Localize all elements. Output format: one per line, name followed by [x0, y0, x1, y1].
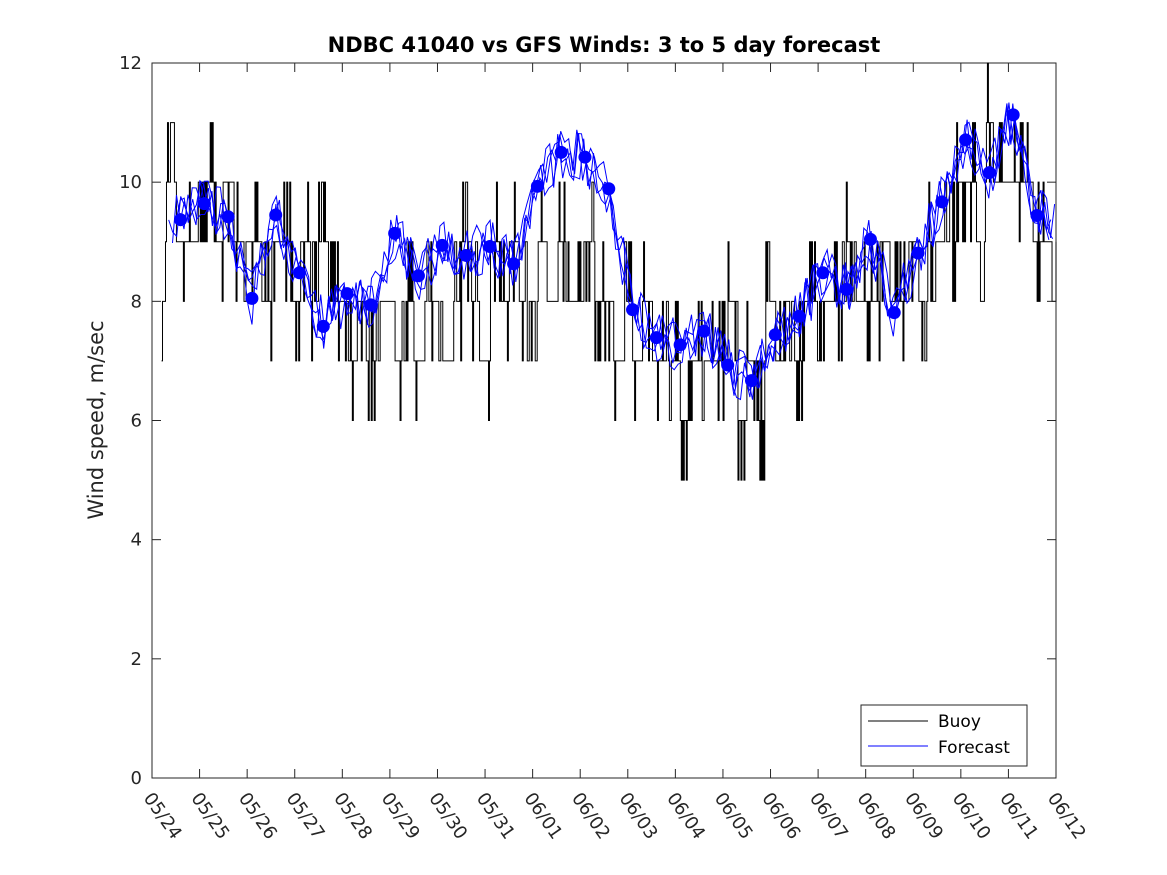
forecast-point: [292, 266, 306, 280]
forecast-point: [459, 248, 473, 262]
x-tick-label: 05/24: [139, 789, 186, 844]
forecast-point: [1030, 209, 1044, 223]
y-tick-label: 6: [131, 411, 142, 432]
y-tick-labels: 0 2 4 6 8 10 12: [119, 53, 142, 789]
x-tick-label: 06/11: [995, 789, 1042, 844]
forecast-point: [197, 197, 211, 211]
x-tick-label: 05/27: [282, 789, 329, 844]
forecast-point: [1006, 108, 1020, 122]
forecast-point: [935, 195, 949, 209]
y-tick-label: 8: [131, 291, 142, 312]
forecast-point: [768, 328, 782, 342]
forecast-point: [816, 266, 830, 280]
forecast-point: [982, 166, 996, 180]
x-tick-label: 05/26: [234, 789, 281, 844]
forecast-point: [887, 306, 901, 320]
chart-title: NDBC 41040 vs GFS Winds: 3 to 5 day fore…: [328, 33, 881, 57]
forecast-points: [174, 108, 1044, 388]
y-tick-label: 12: [119, 53, 142, 74]
y-tick-label: 2: [131, 649, 142, 670]
forecast-point: [435, 238, 449, 252]
x-tick-label: 06/09: [900, 789, 947, 844]
forecast-point: [245, 291, 259, 305]
buoy-line: [161, 62, 1057, 481]
plot-frame: [151, 62, 1057, 779]
x-tick-label: 06/06: [757, 789, 804, 844]
x-tick-label: 05/28: [329, 789, 376, 844]
forecast-point: [269, 208, 283, 222]
y-axis-label: Wind speed, m/sec: [84, 320, 108, 519]
legend-buoy-label: Buoy: [938, 712, 981, 732]
forecast-point: [483, 240, 497, 254]
forecast-point: [388, 226, 402, 240]
x-tick-label: 06/01: [520, 789, 567, 844]
x-tick-label: 06/07: [805, 789, 852, 844]
forecast-point: [959, 133, 973, 147]
forecast-point: [697, 324, 711, 338]
x-tick-label: 06/04: [662, 789, 709, 844]
forecast-point: [602, 182, 616, 196]
legend-forecast-label: Forecast: [938, 738, 1010, 758]
forecast-point: [744, 374, 758, 388]
forecast-point: [411, 269, 425, 283]
x-tick-label: 05/29: [377, 789, 424, 844]
forecast-point: [507, 257, 521, 271]
y-tick-label: 0: [131, 768, 142, 789]
x-tick-label: 06/05: [710, 789, 757, 844]
x-tick-label: 06/02: [567, 789, 614, 844]
forecast-point: [221, 210, 235, 224]
forecast-point: [673, 338, 687, 352]
y-tick-label: 10: [119, 172, 142, 193]
forecast-point: [530, 179, 544, 193]
forecast-point: [554, 145, 568, 159]
forecast-point: [364, 298, 378, 312]
forecast-point: [626, 303, 640, 317]
y-tick-label: 4: [131, 530, 142, 551]
x-tick-label: 06/08: [853, 789, 900, 844]
forecast-point: [649, 331, 663, 345]
forecast-point: [863, 232, 877, 246]
x-tick-label: 05/25: [186, 789, 233, 844]
legend: Buoy Forecast: [860, 704, 1028, 767]
forecast-point: [316, 319, 330, 333]
x-tick-label: 05/31: [472, 789, 519, 844]
x-tick-labels: 05/24 05/25 05/26 05/27 05/28 05/29 05/30 05/31…: [139, 789, 1090, 844]
forecast-point: [911, 246, 925, 260]
forecast-point: [840, 282, 854, 296]
x-tick-label: 06/12: [1043, 789, 1090, 844]
x-tick-label: 06/03: [615, 789, 662, 844]
forecast-point: [578, 150, 592, 164]
x-tick-label: 05/30: [424, 789, 471, 844]
forecast-point: [721, 358, 735, 372]
forecast-point: [792, 309, 806, 323]
forecast-point: [174, 213, 188, 227]
x-tick-label: 06/10: [948, 789, 995, 844]
forecast-point: [340, 287, 354, 301]
axis-ticks: [151, 62, 1057, 779]
buoy-series: [161, 62, 1057, 481]
